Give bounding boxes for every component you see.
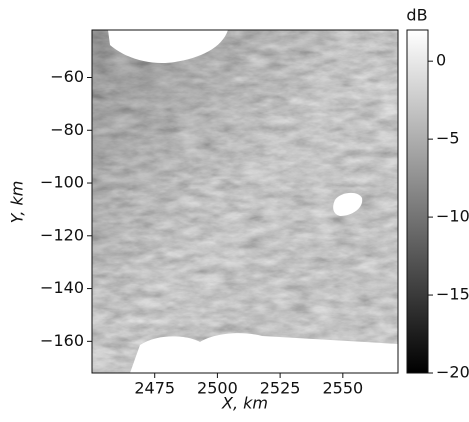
colorbar-tick-label: −5 — [436, 129, 460, 148]
y-tick-label: −100 — [40, 173, 84, 192]
x-tick-label: 2550 — [322, 379, 363, 398]
colorbar-label: dB — [406, 6, 427, 25]
colorbar-tick-label: −15 — [436, 285, 469, 304]
y-axis-label: Y, km — [8, 181, 27, 224]
y-tick-label: −160 — [40, 331, 84, 350]
colorbar — [407, 30, 428, 373]
x-tick-label: 2475 — [134, 379, 175, 398]
colorbar-tick-label: −10 — [436, 207, 469, 226]
colorbar-tick-label: −20 — [436, 363, 469, 382]
x-tick-label: 2525 — [260, 379, 301, 398]
y-tick-label: −60 — [50, 67, 84, 86]
chart: dB X, km Y, km 2475250025252550−60−80−10… — [0, 0, 469, 418]
colorbar-tick-label: 0 — [436, 51, 446, 70]
y-tick-label: −80 — [50, 120, 84, 139]
image — [92, 30, 398, 373]
y-tick-label: −140 — [40, 278, 84, 297]
x-tick-label: 2500 — [197, 379, 238, 398]
y-tick-label: −120 — [40, 225, 84, 244]
